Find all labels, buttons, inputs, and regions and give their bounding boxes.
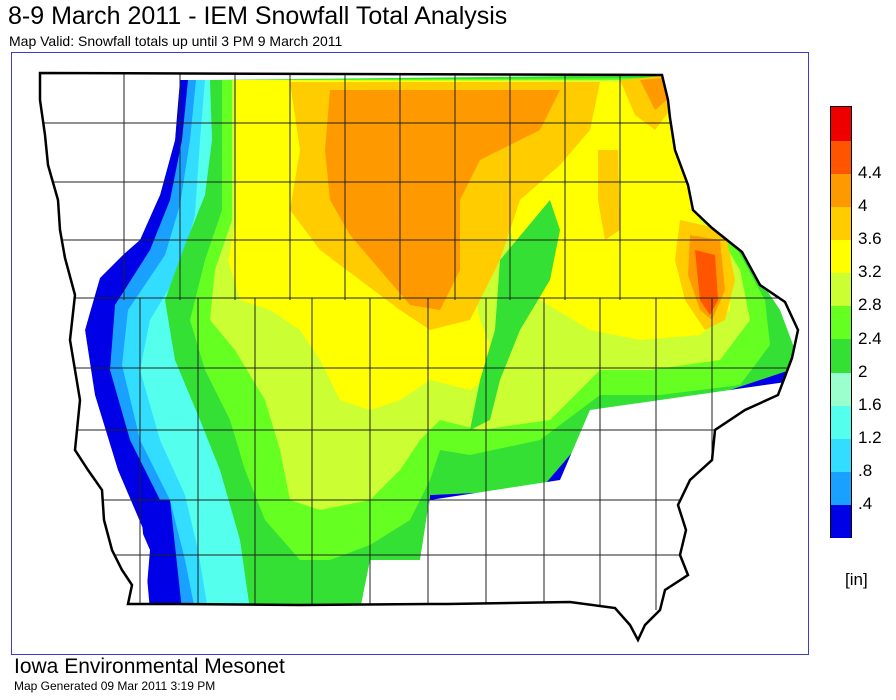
snowfall-contours bbox=[40, 73, 798, 640]
legend-label: 2.8 bbox=[858, 295, 882, 315]
legend-swatch bbox=[831, 107, 851, 141]
legend-swatch bbox=[831, 338, 851, 373]
legend-swatch bbox=[831, 272, 851, 307]
legend-label: 4.4 bbox=[858, 163, 882, 183]
footer-generated: Map Generated 09 Mar 2011 3:19 PM bbox=[14, 679, 216, 693]
legend-swatch bbox=[831, 437, 851, 472]
legend-label: 2 bbox=[858, 361, 868, 381]
legend-label: 1.2 bbox=[858, 427, 882, 447]
legend-swatch bbox=[831, 404, 851, 439]
legend-label: 4 bbox=[858, 196, 868, 216]
legend-swatch bbox=[831, 206, 851, 241]
legend-swatch bbox=[831, 503, 851, 538]
map-subtitle: Map Valid: Snowfall totals up until 3 PM… bbox=[9, 33, 343, 49]
legend-swatch bbox=[831, 305, 851, 340]
legend-label: .4 bbox=[858, 493, 873, 513]
legend-unit: [in] bbox=[845, 570, 868, 589]
legend-label: 3.2 bbox=[858, 262, 882, 282]
legend-label: .8 bbox=[858, 460, 873, 480]
legend-colorbar bbox=[830, 106, 852, 538]
legend-label: 3.6 bbox=[858, 229, 882, 249]
map-title: 8-9 March 2011 - IEM Snowfall Total Anal… bbox=[8, 2, 508, 30]
legend-swatch bbox=[831, 140, 851, 175]
legend-swatch bbox=[831, 470, 851, 505]
legend-swatch bbox=[831, 371, 851, 406]
iowa-state-outline bbox=[38, 71, 800, 643]
legend-label: 2.4 bbox=[858, 328, 882, 348]
legend-label: 1.6 bbox=[858, 394, 882, 414]
map-frame bbox=[11, 52, 809, 655]
legend-swatch bbox=[831, 239, 851, 274]
legend-swatch bbox=[831, 173, 851, 208]
footer-organization: Iowa Environmental Mesonet bbox=[14, 655, 285, 678]
